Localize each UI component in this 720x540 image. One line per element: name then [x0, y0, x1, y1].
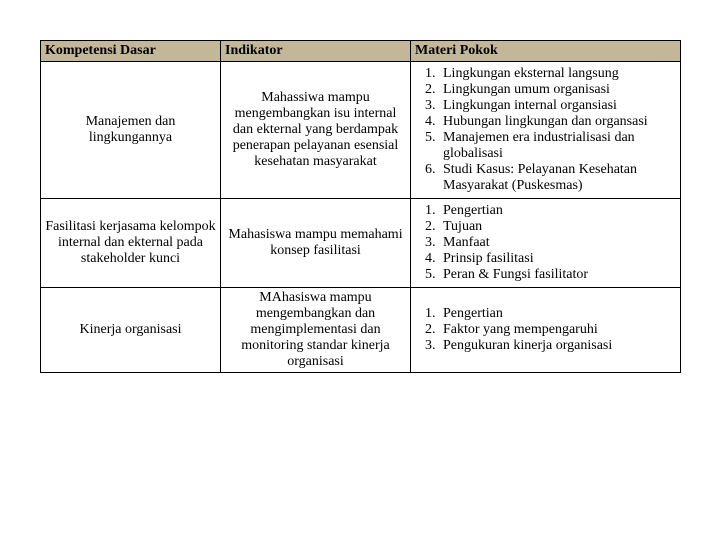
table-row: Fasilitasi kerjasama kelompok internal d… [41, 199, 681, 288]
list-item: Pengertian [439, 203, 676, 219]
list-item: Peran & Fungsi fasilitator [439, 267, 676, 283]
cell-kompetensi: Manajemen dan lingkungannya [41, 62, 221, 199]
list-item: Manfaat [439, 235, 676, 251]
cell-kompetensi: Kinerja organisasi [41, 288, 221, 373]
list-item: Faktor yang mempengaruhi [439, 322, 676, 338]
list-item: Pengertian [439, 306, 676, 322]
cell-materi: Pengertian Tujuan Manfaat Prinsip fasili… [411, 199, 681, 288]
cell-indikator: Mahassiwa mampu mengembangkan isu intern… [221, 62, 411, 199]
list-item: Prinsip fasilitasi [439, 251, 676, 267]
list-item: Hubungan lingkungan dan organsasi [439, 114, 676, 130]
list-item: Pengukuran kinerja organisasi [439, 338, 676, 354]
header-kompetensi: Kompetensi Dasar [41, 41, 221, 62]
header-indikator: Indikator [221, 41, 411, 62]
table-row: Manajemen dan lingkungannya Mahassiwa ma… [41, 62, 681, 199]
cell-indikator: Mahasiswa mampu memahami konsep fasilita… [221, 199, 411, 288]
syllabus-table: Kompetensi Dasar Indikator Materi Pokok … [40, 40, 681, 373]
cell-materi: Lingkungan eksternal langsung Lingkungan… [411, 62, 681, 199]
list-item: Manajemen era industrialisasi dan global… [439, 130, 676, 162]
header-materi: Materi Pokok [411, 41, 681, 62]
materi-list: Lingkungan eksternal langsung Lingkungan… [417, 66, 676, 194]
list-item: Lingkungan internal organsiasi [439, 98, 676, 114]
cell-kompetensi: Fasilitasi kerjasama kelompok internal d… [41, 199, 221, 288]
cell-materi: Pengertian Faktor yang mempengaruhi Peng… [411, 288, 681, 373]
table-row: Kinerja organisasi MAhasiswa mampu menge… [41, 288, 681, 373]
materi-list: Pengertian Tujuan Manfaat Prinsip fasili… [417, 203, 676, 283]
table-header-row: Kompetensi Dasar Indikator Materi Pokok [41, 41, 681, 62]
list-item: Lingkungan umum organisasi [439, 82, 676, 98]
list-item: Tujuan [439, 219, 676, 235]
list-item: Studi Kasus: Pelayanan Kesehatan Masyara… [439, 162, 676, 194]
materi-list: Pengertian Faktor yang mempengaruhi Peng… [417, 306, 676, 354]
list-item: Lingkungan eksternal langsung [439, 66, 676, 82]
cell-indikator: MAhasiswa mampu mengembangkan dan mengim… [221, 288, 411, 373]
